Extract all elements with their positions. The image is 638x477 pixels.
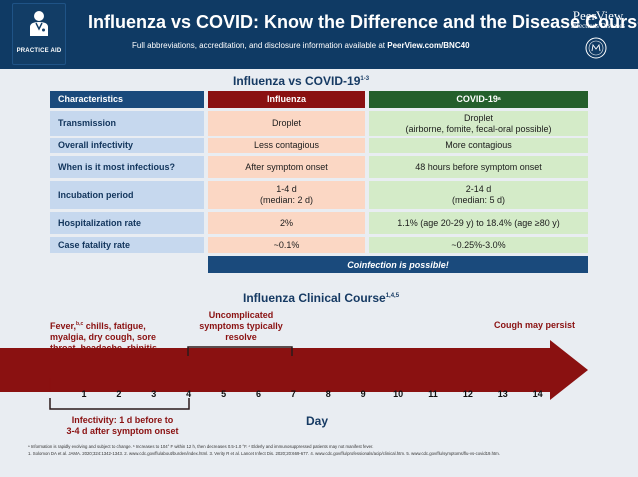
seal-icon [585,37,607,59]
infectivity-note: Infectivity: 1 d before to 3-4 d after s… [66,415,179,436]
influenza-most-infectious: After symptom onset [208,156,365,178]
day-tick-3: 3 [151,389,157,399]
row-label-fatality: Case fatality rate [50,237,204,253]
day-tick-7: 7 [290,389,296,399]
doctor-icon [30,11,48,36]
day-tick-6: 6 [255,389,261,399]
course-title: Influenza Clinical Course1,4,5 [243,291,400,305]
footnotes: ᵃ Information is rapidly evolving and su… [28,443,618,457]
row-label-infectivity: Overall infectivity [50,138,204,153]
brand-subtitle: Infectious Diseases [570,22,626,30]
uncomplicated-bracket [187,346,293,356]
footnote-references: 1. Solomon DA et al. JAMA. 2020;324:1342… [28,451,500,456]
row-label-most-infectious: When is it most infectious? [50,156,204,178]
header-influenza: Influenza [208,91,365,108]
day-tick-11: 11 [428,389,438,399]
uncomplicated-note: Uncomplicated symptoms typically resolve [199,310,283,342]
day-tick-2: 2 [116,389,122,399]
brand-logo: PeerView Infectious Diseases [565,9,631,31]
footnote-notes: ᵃ Information is rapidly evolving and su… [28,444,374,449]
day-tick-9: 9 [360,389,366,399]
day-tick-10: 10 [393,389,404,399]
timeline-arrow [0,340,588,400]
row-label-transmission: Transmission [50,111,204,136]
day-axis-label: Day [306,414,329,428]
table-title: Influenza vs COVID-191-3 [233,74,370,88]
day-tick-5: 5 [221,389,227,399]
header-covid: COVID-19 a [369,91,588,108]
covid-transmission: Droplet (airborne, fomite, fecal-oral pos… [369,111,588,136]
covid-hospitalization: 1.1% (age 20-29 y) to 18.4% (age ≥80 y) [369,212,588,234]
day-tick-1: 1 [81,389,87,399]
row-label-hospitalization: Hospitalization rate [50,212,204,234]
influenza-infectivity: Less contagious [208,138,365,153]
infectivity-bracket [49,398,190,410]
day-tick-14: 14 [532,389,543,399]
day-tick-12: 12 [462,389,473,399]
influenza-transmission: Droplet [208,111,365,136]
coinfection-banner: Coinfection is possible! [208,256,588,273]
influenza-hospitalization: 2% [208,212,365,234]
badge-label: PRACTICE AID [16,48,62,54]
page-title: Influenza vs COVID: Know the Difference … [88,12,638,32]
covid-incubation: 2-14 d (median: 5 d) [369,181,588,209]
day-tick-4: 4 [186,389,192,399]
practice-aid-badge: PRACTICE AID [12,3,66,65]
influenza-fatality: ~0.1% [208,237,365,253]
covid-infectivity: More contagious [369,138,588,153]
row-label-incubation: Incubation period [50,181,204,209]
page-subtitle: Full abbreviations, accreditation, and d… [132,41,470,50]
covid-most-infectious: 48 hours before symptom onset [369,156,588,178]
subtitle-link[interactable]: PeerView.com/BNC40 [387,41,470,50]
influenza-incubation: 1-4 d (median: 2 d) [208,181,365,209]
covid-fatality: ~0.25%-3.0% [369,237,588,253]
day-tick-13: 13 [497,389,508,399]
day-tick-8: 8 [325,389,331,399]
brand-name: PeerView [572,8,624,23]
cough-note: Cough may persist [494,320,576,330]
header-bar: PRACTICE AID Influenza vs COVID: Know th… [0,0,638,69]
header-characteristics: Characteristics [50,91,204,108]
